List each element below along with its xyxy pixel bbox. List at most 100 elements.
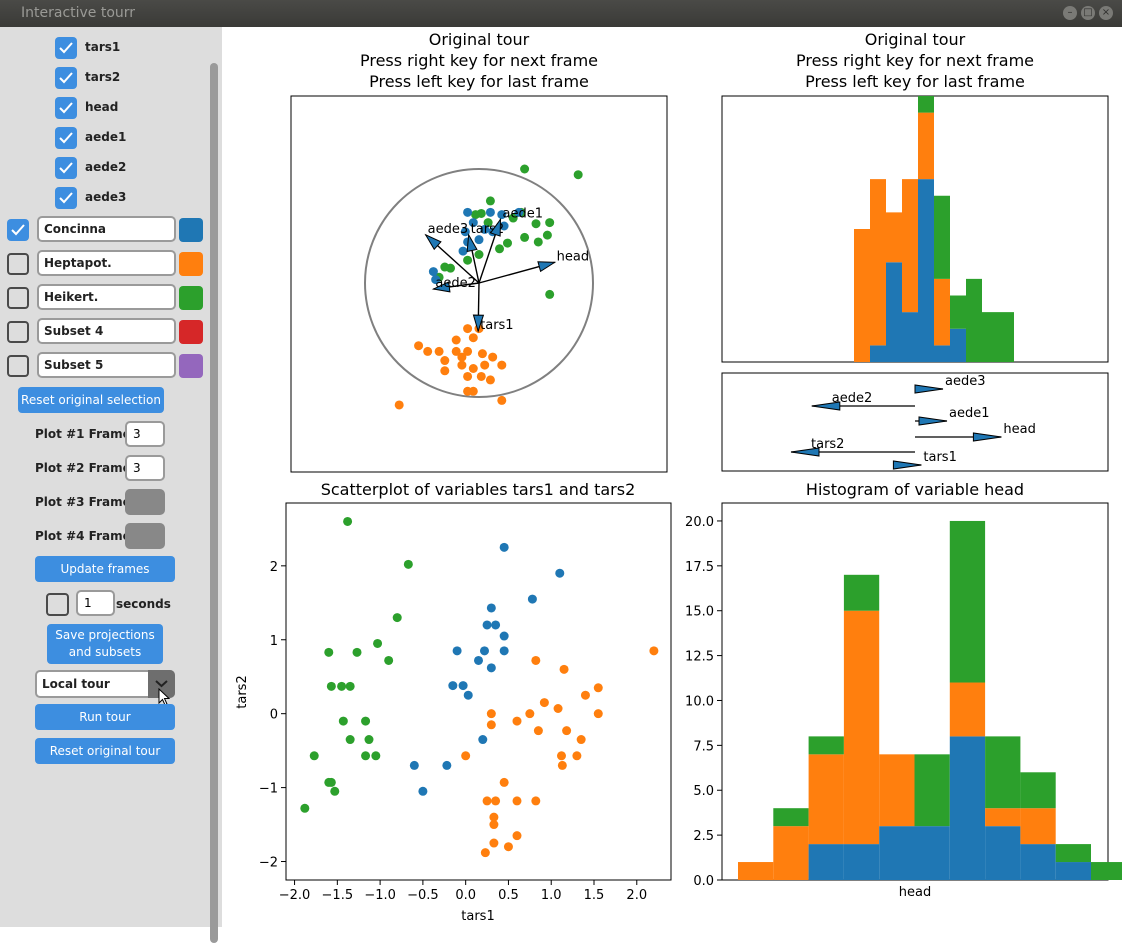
scatter-point xyxy=(559,664,569,674)
subset-name-input-3[interactable]: Heikert. xyxy=(37,284,176,310)
x-tick-label: 0.0 xyxy=(455,888,476,903)
scatter-point xyxy=(343,516,353,526)
tour1-point xyxy=(533,237,543,247)
animate-checkbox[interactable] xyxy=(46,593,69,616)
close-icon[interactable]: × xyxy=(1099,6,1113,20)
scatterplot[interactable]: Scatterplot of variables tars1 and tars2… xyxy=(235,480,672,924)
y-tick-label: 0.0 xyxy=(693,874,714,889)
scatter-point xyxy=(649,646,659,656)
frame-label: Plot #4 Frame xyxy=(35,529,131,543)
tour1-point xyxy=(545,289,555,299)
reset-selection-button[interactable]: Reset original selection xyxy=(18,387,164,413)
sidebar-scrollbar[interactable] xyxy=(210,63,218,943)
variable-checkbox-aede2[interactable] xyxy=(55,157,77,179)
minimize-icon[interactable]: – xyxy=(1063,6,1077,20)
tour2-axis-arrow xyxy=(914,384,944,394)
tour2-bars xyxy=(854,96,1014,362)
histogram-bar xyxy=(1055,862,1091,880)
subset-color-swatch-3[interactable] xyxy=(179,286,203,310)
histogram-bar xyxy=(985,826,1021,880)
tour1-point xyxy=(440,262,450,272)
y-tick-label: 10.0 xyxy=(685,694,714,709)
tour-plot-1[interactable]: Original tour Press right key for next f… xyxy=(290,30,668,473)
histogram[interactable]: Histogram of variable head 0.0 2.5 5.0 7.5 1… xyxy=(685,480,1122,900)
subset-color-swatch-2[interactable] xyxy=(179,252,203,276)
scatter-point xyxy=(499,631,509,641)
plot2-frame-input[interactable]: 3 xyxy=(125,455,165,481)
subset-name-input-1[interactable]: Concinna xyxy=(37,216,176,242)
histogram-bar xyxy=(949,736,986,880)
tour1-point xyxy=(514,207,524,217)
tour2-title-line3: Press left key for last frame xyxy=(805,72,1025,91)
variable-checkbox-head[interactable] xyxy=(55,97,77,119)
variable-checkbox-aede1[interactable] xyxy=(55,127,77,149)
scatter-point xyxy=(527,594,537,604)
scatter-point xyxy=(499,646,509,656)
variable-label: head xyxy=(85,100,119,114)
subset-name-input-5[interactable]: Subset 5 xyxy=(37,352,176,378)
histogram-bar xyxy=(879,826,915,880)
y-tick-label: 1 xyxy=(270,634,278,649)
window-title: Interactive tourr xyxy=(21,5,136,21)
maximize-icon[interactable]: □ xyxy=(1081,6,1095,20)
save-button-line1: Save projections xyxy=(55,628,155,642)
histogram-bar xyxy=(1091,862,1122,880)
subset-checkbox-2[interactable] xyxy=(7,253,29,275)
tour-plot-2[interactable]: Original tour Press right key for next f… xyxy=(721,30,1109,472)
subset-checkbox-3[interactable] xyxy=(7,287,29,309)
run-tour-button[interactable]: Run tour xyxy=(35,704,175,730)
tour2-axis-label: aede3 xyxy=(945,374,986,389)
variable-checkbox-aede3[interactable] xyxy=(55,187,77,209)
x-tick-label: 0.5 xyxy=(498,888,519,903)
tour1-point xyxy=(463,346,473,356)
scatter-point xyxy=(300,803,310,813)
subset-color-swatch-5[interactable] xyxy=(179,354,203,378)
scatter-point xyxy=(489,820,499,830)
scatter-point xyxy=(338,716,348,726)
subset-color-swatch-1[interactable] xyxy=(179,218,203,242)
control-sidebar: tars1 tars2 head aede1 aede2 aede3 Conci… xyxy=(0,27,222,943)
tour2-axes: aede3 aede2 aede1 head tars2 tars1 xyxy=(790,374,1036,470)
tour1-point xyxy=(440,366,450,376)
tour1-axis-arrow xyxy=(431,281,451,293)
scatter-point xyxy=(531,796,541,806)
subset-name-input-4[interactable]: Subset 4 xyxy=(37,318,176,344)
tour2-title-line2: Press right key for next frame xyxy=(796,51,1034,70)
subset-name-input-2[interactable]: Heptapot. xyxy=(37,250,176,276)
scatter-point xyxy=(309,751,319,761)
reset-tour-button[interactable]: Reset original tour xyxy=(35,738,175,764)
seconds-input[interactable]: 1 xyxy=(76,590,115,616)
y-tick-label: 17.5 xyxy=(685,560,714,575)
histogram-bar xyxy=(985,808,1021,827)
tour1-point xyxy=(542,230,552,240)
save-projections-button[interactable]: Save projections and subsets xyxy=(47,624,163,664)
subset-checkbox-1[interactable] xyxy=(7,219,29,241)
scatter-point xyxy=(418,786,428,796)
scatter-point xyxy=(482,620,492,630)
tour1-point xyxy=(485,375,495,385)
scatter-point xyxy=(499,777,509,787)
update-frames-button[interactable]: Update frames xyxy=(35,556,175,582)
plot1-frame-input[interactable]: 3 xyxy=(125,421,165,447)
tour1-title-line3: Press left key for last frame xyxy=(369,72,589,91)
tour1-point xyxy=(414,341,424,351)
scatter-point xyxy=(403,559,413,569)
scatter-point xyxy=(555,568,565,578)
scatter-point xyxy=(553,704,563,714)
tour1-title-line1: Original tour xyxy=(429,30,530,49)
tour1-point xyxy=(508,213,518,223)
tour1-point xyxy=(488,352,498,362)
variable-checkbox-tars1[interactable] xyxy=(55,37,77,59)
histogram-ticks: 0.0 2.5 5.0 7.5 10.0 12.5 15.0 17.5 20.0 xyxy=(685,515,722,889)
subset-checkbox-5[interactable] xyxy=(7,355,29,377)
subset-color-swatch-4[interactable] xyxy=(179,320,203,344)
variable-label: aede2 xyxy=(85,160,127,174)
tour1-point xyxy=(423,346,433,356)
tour1-point xyxy=(474,235,484,245)
tour2-bar xyxy=(902,179,918,313)
subset-checkbox-4[interactable] xyxy=(7,321,29,343)
scatter-point xyxy=(479,646,489,656)
scatter-point xyxy=(326,681,336,691)
variable-checkbox-tars2[interactable] xyxy=(55,67,77,89)
tour2-bar xyxy=(870,345,886,362)
